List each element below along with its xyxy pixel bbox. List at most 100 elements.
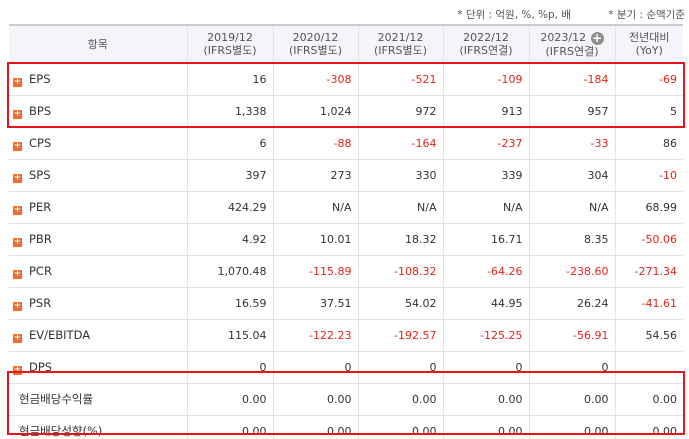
row-label[interactable]: + PCR [9,255,187,288]
table-cell: 54.56 [614,319,683,352]
row-label[interactable]: + BPS [9,95,187,128]
row-label[interactable]: + PER [9,191,187,224]
table-cell: 0 [186,351,273,384]
table-cell: 1,024 [272,95,358,128]
table-cell: 26.24 [528,287,615,320]
table-cell: 0.00 [272,383,358,416]
table-cell: 397 [186,159,273,192]
expand-plus-icon[interactable]: + [13,364,22,375]
table-cell: 4.92 [186,223,273,256]
table-cell: 10.01 [272,223,358,256]
table-cell: 0.00 [442,383,529,416]
table-row: + PSR 16.59 37.51 54.02 44.95 26.24 -41.61 [9,287,683,320]
table-row: + PCR 1,070.48 -115.89 -108.32 -64.26 -238.60-… [9,255,683,288]
table-row: + BPS 1,338 1,024 972 913 957 5 [9,95,683,128]
table-cell: -271.34 [614,255,683,288]
table-row: + CPS 6 -88 -164 -237 -33 86 [9,127,683,160]
unit-note: * 단위 : 억원, %, %p, 배 [457,9,571,21]
table-cell: 1,070.48 [186,255,273,288]
row-label-text: PBR [29,231,52,246]
row-label-text: PER [29,199,52,214]
table-cell: -115.89 [272,255,358,288]
table-row: + PER 424.29 N/A N/A N/A N/A 68.99 [9,191,683,224]
header-2022: 2022/12 (IFRS연결) [442,24,529,64]
table-cell: 0 [357,351,443,384]
circle-plus-icon[interactable]: + [590,30,604,45]
row-label-text: SPS [29,167,51,182]
header-2021: 2021/12 (IFRS별도) [357,24,443,64]
row-label[interactable]: + DPS [9,351,187,384]
header-2020: 2020/12 (IFRS별도) [272,24,358,64]
table-cell: -64.26 [442,255,529,288]
table-cell: -125.25 [442,319,529,352]
expand-plus-icon[interactable]: + [13,300,22,311]
table-row: + DPS 0 0 0 0 0 [9,351,683,384]
table-cell: 0.00 [357,415,443,439]
row-label-text: EPS [29,71,51,86]
quarter-note: * 분기 : 순액기준 [608,9,685,21]
table-row: 현금배당수익률 0.00 0.00 0.00 0.00 0.00 0.00 [9,383,683,416]
row-label[interactable]: + EV/EBITDA [9,319,187,352]
row-label-text: CPS [29,135,52,150]
financial-ratio-table: 항목 2019/12 (IFRS별도) 2020/12 (IFRS별도) 2021/… [9,24,683,439]
row-label: 현금배당성향(%) [9,415,187,439]
table-cell: 37.51 [272,287,358,320]
expand-plus-icon[interactable]: + [13,332,22,343]
row-label[interactable]: + SPS [9,159,187,192]
table-cell: -50.06 [614,223,683,256]
table-row: + SPS 397 273 330 339 304 -10 [9,159,683,192]
table-cell: 273 [272,159,358,192]
table-cell: 0.00 [614,415,683,439]
table-cell: 0.00 [442,415,529,439]
expand-plus-icon[interactable]: + [13,236,22,247]
table-row: + EPS 16 -308 -521 -109 -184 -69 [9,63,683,96]
table-cell: -33 [528,127,615,160]
table-cell: 0.00 [186,415,273,439]
row-label-text: DPS [29,359,53,374]
table-cell: 424.29 [186,191,273,224]
row-label[interactable]: + CPS [9,127,187,160]
table-cell: -69 [614,63,683,96]
table-cell: -521 [357,63,443,96]
table-cell: 5 [614,95,683,128]
header-2023: 2023/12 + (IFRS연결) [528,24,615,64]
row-label-text: 현금배당성향(%) [19,424,103,438]
table-cell: 115.04 [186,319,273,352]
table-cell: 957 [528,95,615,128]
table-cell: 0 [272,351,358,384]
table-cell: 0.00 [528,383,615,416]
table-cell: -88 [272,127,358,160]
header-2019: 2019/12 (IFRS별도) [186,24,273,64]
header-item: 항목 [9,24,187,64]
table-cell: 0.00 [528,415,615,439]
table-cell: -56.91 [528,319,615,352]
expand-plus-icon[interactable]: + [13,140,22,151]
table-cell: -164 [357,127,443,160]
table-cell: 304 [528,159,615,192]
table-cell: -184 [528,63,615,96]
table-cell: 16.59 [186,287,273,320]
table-cell: 330 [357,159,443,192]
expand-plus-icon[interactable]: + [13,76,22,87]
table-cell: 16 [186,63,273,96]
header-row: 항목 2019/12 (IFRS별도) 2020/12 (IFRS별도) 2021/… [9,24,683,64]
table-cell: -108.32 [357,255,443,288]
expand-plus-icon[interactable]: + [13,172,22,183]
table-cell: 18.32 [357,223,443,256]
row-label[interactable]: + PBR [9,223,187,256]
table-cell: 86 [614,127,683,160]
table-cell: -238.60 [528,255,615,288]
expand-plus-icon[interactable]: + [13,204,22,215]
table-cell: 54.02 [357,287,443,320]
row-label[interactable]: + EPS [9,63,187,96]
expand-plus-icon[interactable]: + [13,268,22,279]
row-label-text: 현금배당수익률 [19,392,94,406]
table-cell: 0 [442,351,529,384]
row-label: 현금배당수익률 [9,383,187,416]
table-cell: 0.00 [272,415,358,439]
table-cell: 339 [442,159,529,192]
table-row: 현금배당성향(%) 0.00 0.00 0.00 0.00 0.00 0.00 [9,415,683,439]
row-label[interactable]: + PSR [9,287,187,320]
table-cell: N/A [272,191,358,224]
expand-plus-icon[interactable]: + [13,108,22,119]
